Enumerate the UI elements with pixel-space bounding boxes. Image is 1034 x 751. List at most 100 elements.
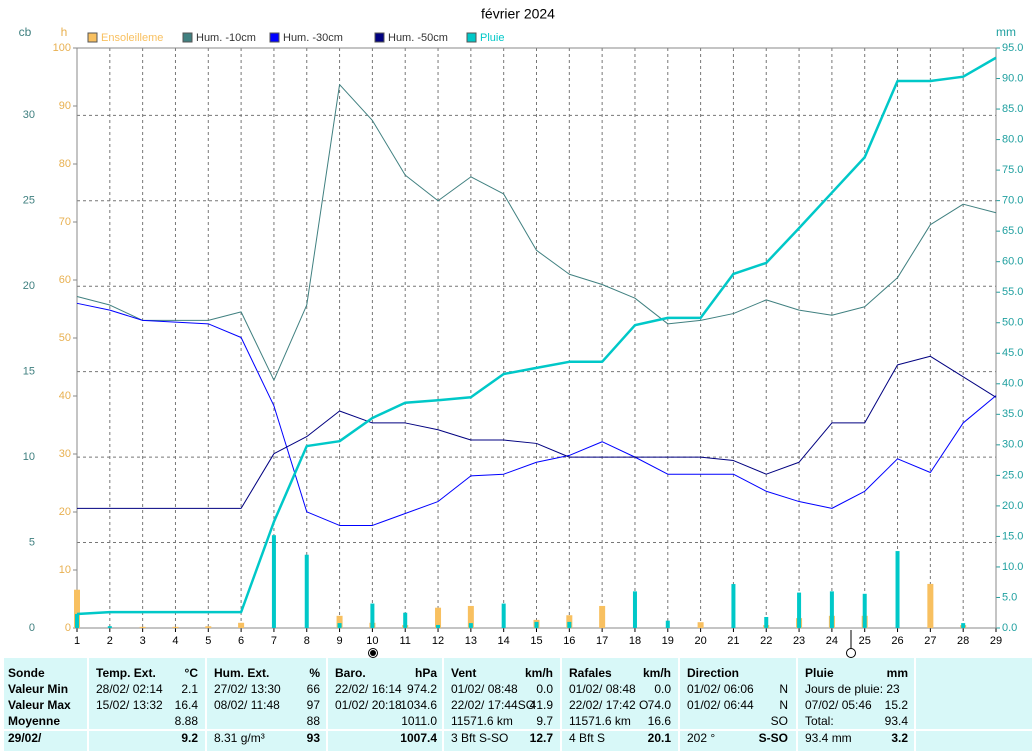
bar bbox=[697, 622, 704, 628]
cell-left: 27/02/ 13:30 bbox=[214, 682, 281, 696]
column-unit: km/h bbox=[525, 666, 553, 680]
cell-right: 1007.4 bbox=[400, 731, 437, 745]
cell-right: 20.1 bbox=[648, 731, 672, 745]
y-tick-label: 5 bbox=[29, 536, 35, 548]
y2-tick-label: 60.0 bbox=[1002, 256, 1023, 268]
x-tick-label: 21 bbox=[727, 635, 739, 647]
bar bbox=[75, 613, 79, 628]
cell-left: 22/02/ 17:42 O bbox=[569, 698, 648, 712]
bar bbox=[764, 617, 769, 628]
cell-left: 01/02/ 08:48 bbox=[451, 682, 518, 696]
cell-left: 15/02/ 13:32 bbox=[96, 698, 163, 712]
column-title: Vent bbox=[451, 666, 476, 680]
y2-tick-label: 80.0 bbox=[1002, 133, 1023, 145]
cell-left: 01/02/ 06:06 bbox=[687, 682, 754, 696]
x-tick-label: 7 bbox=[271, 635, 277, 647]
bar bbox=[403, 612, 408, 628]
cell-right: N bbox=[779, 682, 788, 696]
y2-tick-label: 40.0 bbox=[1002, 378, 1023, 390]
x-tick-label: 28 bbox=[957, 635, 969, 647]
y3-tick-label: 40 bbox=[59, 390, 71, 402]
x-tick-label: 5 bbox=[205, 635, 211, 647]
cell-left: Jours de pluie: 23 bbox=[805, 682, 900, 696]
cell-right: 9.7 bbox=[536, 714, 553, 728]
x-tick-label: 25 bbox=[859, 635, 871, 647]
x-tick-label: 29 bbox=[990, 635, 1002, 647]
cell-right: SO bbox=[771, 714, 788, 728]
y2-tick-label: 85.0 bbox=[1002, 103, 1023, 115]
cell-left: 4 Bft S bbox=[569, 731, 605, 745]
bar bbox=[74, 589, 80, 628]
cell-left: 22/02/ 17:44SO bbox=[451, 698, 535, 712]
y3-axis-label: h bbox=[61, 25, 68, 39]
legend-label: Hum. -50cm bbox=[388, 32, 448, 44]
cell-right: 97 bbox=[307, 698, 321, 712]
x-tick-label: 15 bbox=[530, 635, 542, 647]
cell-left: 202 ° bbox=[687, 731, 715, 745]
bar bbox=[665, 620, 670, 628]
x-tick-label: 19 bbox=[662, 635, 674, 647]
bar bbox=[862, 593, 867, 628]
row-label: Moyenne bbox=[8, 714, 60, 728]
series-line bbox=[76, 56, 997, 616]
cell-right: 93.4 bbox=[885, 714, 909, 728]
bar bbox=[567, 621, 572, 628]
bar bbox=[238, 622, 245, 628]
y-tick-label: 10 bbox=[23, 451, 35, 463]
y-tick-label: 30 bbox=[23, 109, 35, 121]
x-tick-label: 18 bbox=[629, 635, 641, 647]
cell-left: 01/02/ 06:44 bbox=[687, 698, 754, 712]
cell-right: 2.1 bbox=[181, 682, 198, 696]
cell-left: 01/02/ 08:48 bbox=[569, 682, 636, 696]
y3-tick-label: 90 bbox=[59, 100, 71, 112]
x-tick-label: 16 bbox=[563, 635, 575, 647]
column-unit: % bbox=[309, 666, 320, 680]
bar bbox=[271, 535, 276, 628]
x-tick-label: 13 bbox=[465, 635, 477, 647]
cell-right: 66 bbox=[307, 682, 321, 696]
x-tick-label: 22 bbox=[760, 635, 772, 647]
y2-tick-label: 95.0 bbox=[1002, 42, 1023, 54]
bar bbox=[927, 583, 934, 628]
y3-tick-label: 50 bbox=[59, 332, 71, 344]
y3-tick-label: 70 bbox=[59, 216, 71, 228]
y3-tick-label: 20 bbox=[59, 506, 71, 518]
cell-left: Total: bbox=[805, 714, 834, 728]
y2-tick-label: 15.0 bbox=[1002, 530, 1023, 542]
y3-tick-label: 30 bbox=[59, 448, 71, 460]
y2-tick-label: 5.0 bbox=[1002, 591, 1017, 603]
cell-right: 41.9 bbox=[530, 698, 554, 712]
x-tick-label: 8 bbox=[304, 635, 310, 647]
y-tick-label: 15 bbox=[23, 366, 35, 378]
y2-tick-label: 90.0 bbox=[1002, 72, 1023, 84]
y3-tick-label: 10 bbox=[59, 564, 71, 576]
cell-right: 1034.6 bbox=[400, 698, 437, 712]
x-tick-label: 9 bbox=[337, 635, 343, 647]
column-unit: km/h bbox=[643, 666, 671, 680]
bar bbox=[632, 591, 637, 628]
chart-title: février 2024 bbox=[481, 6, 555, 22]
legend-label: Hum. -10cm bbox=[196, 32, 256, 44]
bar bbox=[337, 623, 342, 628]
bar bbox=[468, 623, 473, 628]
cell-right: 0.0 bbox=[654, 682, 671, 696]
y3-tick-label: 0 bbox=[65, 622, 71, 634]
cell-left: 93.4 mm bbox=[805, 731, 852, 745]
column-unit: mm bbox=[887, 666, 908, 680]
series-line bbox=[77, 355, 997, 509]
x-tick-label: 1 bbox=[74, 635, 80, 647]
column-title: Temp. Ext. bbox=[96, 666, 156, 680]
legend-swatch bbox=[182, 32, 193, 43]
x-tick-label: 12 bbox=[432, 635, 444, 647]
bar bbox=[599, 605, 606, 628]
series-line bbox=[76, 302, 997, 526]
cell-right: 93 bbox=[307, 731, 321, 745]
x-tick-label: 17 bbox=[596, 635, 608, 647]
x-tick-label: 6 bbox=[238, 635, 244, 647]
cell-left: 08/02/ 11:48 bbox=[214, 698, 280, 712]
cell-right: 74.0 bbox=[648, 698, 672, 712]
legend-swatch bbox=[87, 32, 98, 43]
bar bbox=[895, 551, 900, 628]
cell-left: 11571.6 km bbox=[569, 714, 631, 728]
